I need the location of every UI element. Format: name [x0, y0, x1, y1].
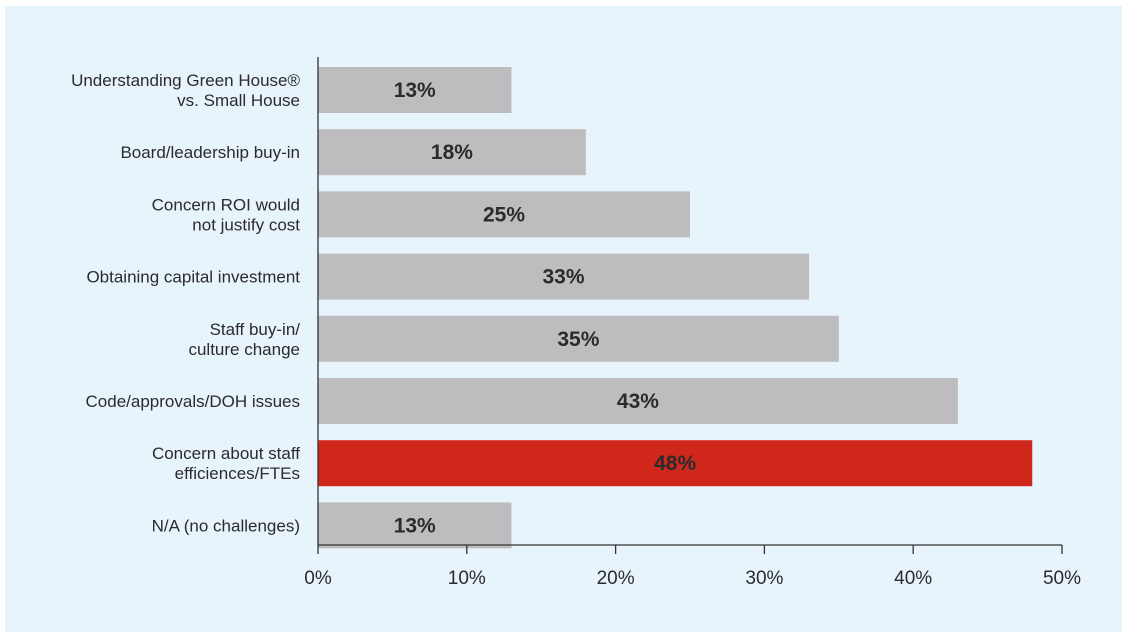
x-tick-label: 30%	[745, 568, 783, 589]
x-tick-label: 0%	[304, 568, 332, 589]
bar	[318, 129, 586, 176]
category-label: vs. Small House	[177, 91, 300, 110]
x-tick-label: 10%	[448, 568, 486, 589]
category-label: Board/leadership buy-in	[120, 143, 300, 162]
bar	[318, 253, 810, 300]
category-label: Staff buy-in/	[210, 320, 301, 339]
bar-value-label: 18%	[431, 141, 473, 164]
bar-highlight	[318, 440, 1033, 487]
category-label: culture change	[188, 340, 300, 359]
bar	[318, 67, 512, 113]
category-label: N/A (no challenges)	[152, 516, 300, 535]
bar-value-label: 13%	[394, 514, 436, 537]
x-tick-label: 20%	[597, 568, 635, 589]
category-label: Understanding Green House®	[71, 71, 300, 90]
bar-value-label: 13%	[394, 79, 436, 102]
x-tick-label: 40%	[894, 568, 932, 589]
x-tick-label: 50%	[1043, 568, 1081, 589]
category-label: not justify cost	[192, 215, 300, 234]
category-label: Obtaining capital investment	[86, 268, 300, 287]
bar-value-label: 43%	[617, 390, 659, 413]
category-label: Code/approvals/DOH issues	[86, 392, 300, 411]
bar-value-label: 48%	[654, 452, 696, 475]
category-label: efficiences/FTEs	[175, 464, 300, 483]
bar	[318, 315, 839, 362]
bar-value-label: 33%	[543, 266, 585, 289]
bar	[318, 378, 958, 424]
bar	[318, 191, 690, 238]
bar-value-label: 35%	[557, 328, 599, 351]
category-label: Concern about staff	[152, 444, 300, 463]
bar-value-label: 25%	[483, 203, 525, 226]
category-label: Concern ROI would	[152, 195, 300, 214]
bar	[318, 502, 512, 549]
